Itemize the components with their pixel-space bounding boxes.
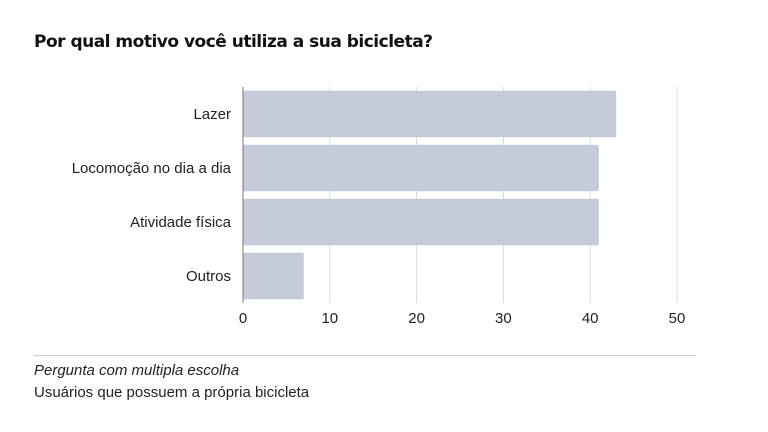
category-labels: Lazer Locomoção no dia a dia Atividade fís… (72, 106, 232, 285)
category-label-2: Atividade física (130, 214, 232, 231)
bar-0 (243, 90, 617, 138)
x-tick-labels: 0 10 20 30 40 50 (239, 310, 686, 327)
footer-divider (34, 355, 696, 356)
bar-chart: Lazer Locomoção no dia a dia Atividade fís… (72, 87, 686, 327)
footnote-question-type: Pergunta com multipla escolha (34, 362, 240, 379)
x-tick-label-10: 10 (321, 310, 338, 327)
bars (242, 87, 617, 303)
category-label-0: Lazer (193, 106, 231, 123)
category-label-3: Outros (186, 268, 231, 285)
x-tick-label-50: 50 (669, 310, 686, 327)
category-label-1: Locomoção no dia a dia (72, 160, 232, 177)
x-tick-label-40: 40 (582, 310, 599, 327)
bar-3 (243, 252, 304, 300)
x-tick-label-30: 30 (495, 310, 512, 327)
chart-title: Por qual motivo você utiliza a sua bicic… (34, 32, 433, 52)
bar-1 (243, 144, 599, 192)
bar-2 (243, 198, 599, 246)
footnote-population: Usuários que possuem a própria bicicleta (34, 384, 310, 401)
x-tick-label-0: 0 (239, 310, 247, 327)
x-tick-label-20: 20 (408, 310, 425, 327)
